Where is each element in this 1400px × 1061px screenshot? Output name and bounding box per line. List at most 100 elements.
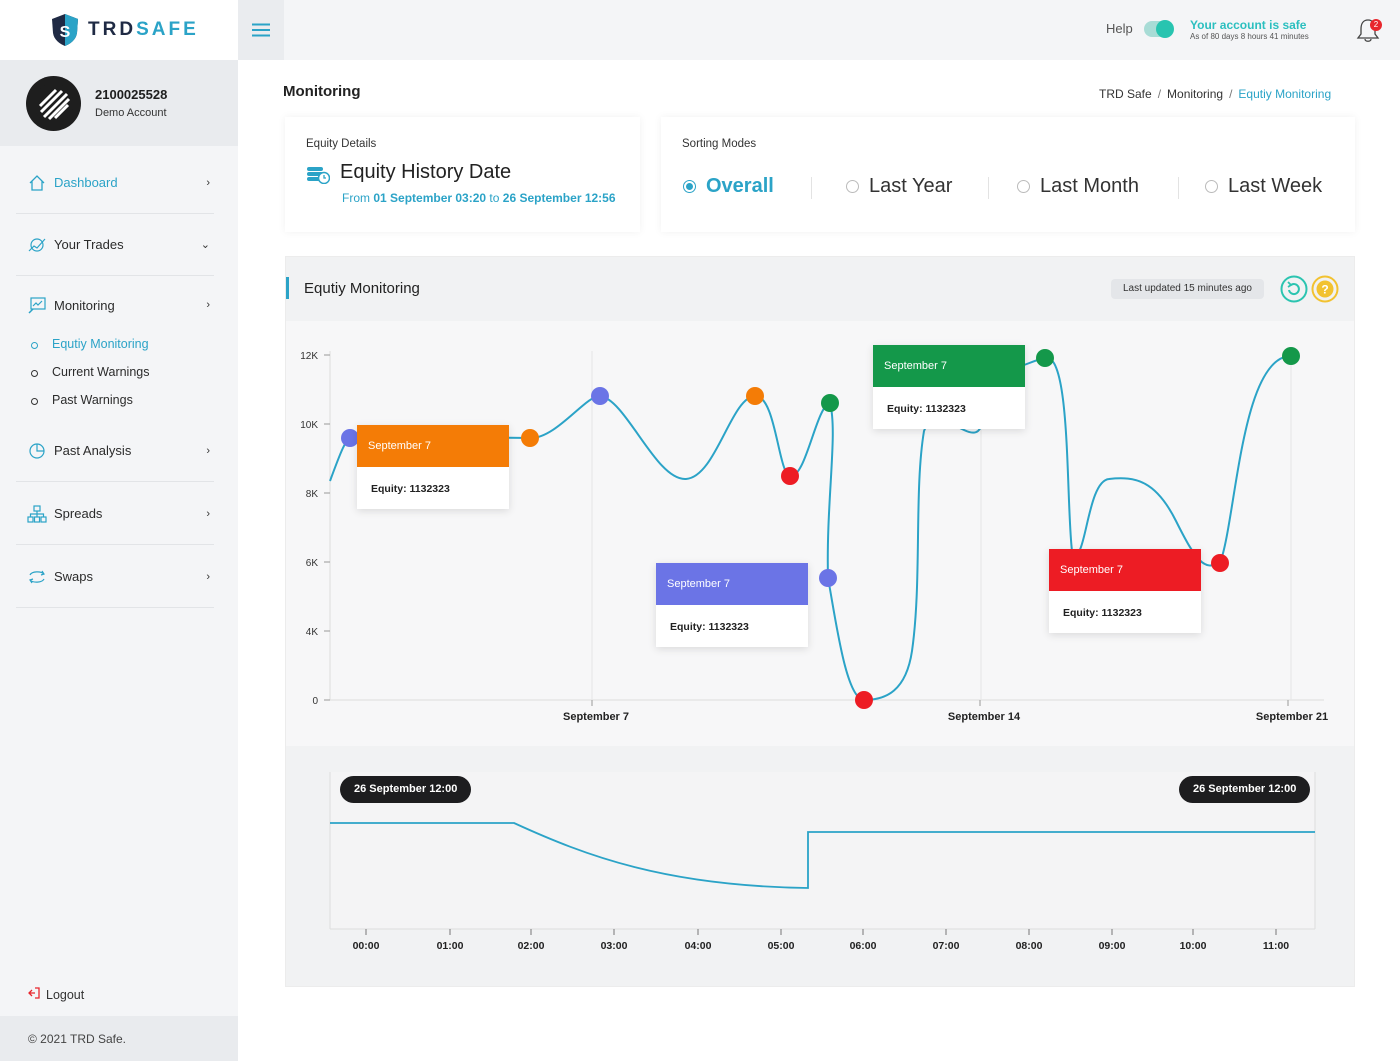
sidebar-item-label: Past Analysis	[54, 443, 132, 458]
tooltip-body: Equity: 1132323	[887, 403, 966, 415]
data-point-marker[interactable]	[1036, 349, 1054, 367]
tooltip-title: September 7	[873, 345, 1025, 387]
equity-history-title: Equity History Date	[340, 161, 512, 183]
analysis-icon	[26, 440, 48, 462]
help-toggle[interactable]	[1144, 20, 1174, 38]
chevron-right-icon: ›	[206, 507, 210, 520]
sidebar-subitem-current-warnings[interactable]: Current Warnings	[31, 365, 150, 379]
tooltip-title: September 7	[1049, 549, 1201, 591]
trades-icon	[26, 234, 48, 256]
x-tick-label: 03:00	[601, 940, 628, 952]
tooltip-body: Equity: 1132323	[1063, 607, 1142, 619]
equity-details-label: Equity Details	[306, 138, 377, 150]
equity-line	[329, 355, 1292, 702]
divider	[988, 177, 989, 199]
sidebar-item-label: Your Trades	[54, 237, 124, 252]
avatar	[26, 75, 81, 131]
brand-name-part2: SAFE	[136, 19, 199, 40]
help-button[interactable]: ?	[1311, 275, 1339, 303]
data-point-marker[interactable]	[746, 387, 764, 405]
chart-tooltip-red: September 7 Equity: 1132323	[1049, 549, 1201, 633]
y-tick-label: 8K	[306, 489, 319, 500]
from-word: From	[342, 191, 370, 205]
logo[interactable]: S TRDSAFE	[0, 0, 238, 60]
chevron-right-icon: ›	[206, 444, 210, 457]
chevron-down-icon: ⌄	[200, 239, 210, 251]
sort-option-label: Last Year	[869, 175, 953, 197]
x-tick-label: September 7	[563, 711, 629, 723]
data-point-marker[interactable]	[781, 467, 799, 485]
data-point-marker[interactable]	[1282, 347, 1300, 365]
divider	[1178, 177, 1179, 199]
x-tick-label: 02:00	[518, 940, 545, 952]
chevron-right-icon: ›	[206, 570, 210, 583]
sort-option-last-month[interactable]: Last Month	[1017, 175, 1139, 198]
x-tick-label: 11:00	[1263, 940, 1289, 952]
sidebar-item-dashboard[interactable]: Dashboard ›	[16, 152, 214, 214]
y-tick-label: 10K	[300, 420, 318, 431]
breadcrumb-current: Equtiy Monitoring	[1238, 87, 1332, 101]
x-tick-label: 05:00	[768, 940, 795, 952]
sidebar-subitem-past-warnings[interactable]: Past Warnings	[31, 393, 133, 407]
range-end-handle[interactable]: 26 September 12:00	[1179, 776, 1311, 803]
chevron-right-icon: ›	[206, 299, 210, 311]
question-icon: ?	[1311, 275, 1339, 303]
breadcrumb-item[interactable]: Monitoring	[1167, 87, 1224, 101]
equity-chart: 12K 10K 8K 6K 4K 0 September 7 September 14 Sep…	[286, 321, 1354, 746]
date-to: 26 September 12:56	[502, 191, 616, 205]
range-chart-svg: 00:00 01:00 02:00 03:00 04:00 05:00 06:00 07:00…	[329, 772, 1316, 952]
sidebar-subitem-equity-monitoring[interactable]: Equtiy Monitoring	[31, 337, 149, 351]
data-point-marker[interactable]	[1211, 554, 1229, 572]
account-status-subtitle: As of 80 days 8 hours 41 minutes	[1190, 32, 1309, 41]
tooltip-title: September 7	[656, 563, 808, 605]
account-number: 2100025528	[95, 87, 168, 102]
sort-option-label: Last Month	[1040, 175, 1139, 197]
equity-monitoring-panel: Equtiy Monitoring Last updated 15 minute…	[285, 256, 1355, 987]
breadcrumb-item[interactable]: TRD Safe	[1099, 87, 1152, 101]
logout-icon	[28, 987, 40, 1002]
sort-option-label: Overall	[706, 175, 774, 197]
data-point-marker[interactable]	[821, 394, 839, 412]
sidebar-item-label: Swaps	[54, 569, 94, 584]
sidebar-item-monitoring[interactable]: Monitoring ›	[16, 274, 214, 336]
account-card[interactable]: 2100025528 Demo Account	[0, 60, 238, 146]
x-tick-label: 08:00	[1016, 940, 1043, 952]
panel-header: Equtiy Monitoring Last updated 15 minute…	[286, 257, 1354, 321]
sort-option-last-week[interactable]: Last Week	[1205, 175, 1322, 198]
spreads-icon	[26, 503, 48, 525]
radio-icon	[1205, 180, 1218, 193]
sidebar-item-spreads[interactable]: Spreads ›	[16, 483, 214, 545]
refresh-icon	[1280, 275, 1308, 303]
sidebar-item-swaps[interactable]: Swaps ›	[16, 546, 214, 608]
notifications-button[interactable]: 2	[1356, 16, 1384, 46]
accent-bar	[286, 277, 289, 299]
sort-option-overall[interactable]: Overall	[683, 175, 774, 198]
radio-selected-icon	[683, 180, 696, 193]
x-tick-label: 07:00	[933, 940, 960, 952]
range-start-handle[interactable]: 26 September 12:00	[340, 776, 472, 803]
sidebar-item-past-analysis[interactable]: Past Analysis ›	[16, 420, 214, 482]
equity-details-card: Equity Details Equity History Date From …	[285, 117, 640, 232]
breadcrumb: TRD Safe / Monitoring / Equtiy Monitorin…	[1099, 87, 1331, 101]
data-point-marker[interactable]	[521, 429, 539, 447]
logout-label: Logout	[46, 987, 85, 1002]
range-line	[330, 822, 1315, 889]
data-point-marker[interactable]	[855, 691, 873, 709]
refresh-button[interactable]	[1280, 275, 1308, 303]
data-point-marker[interactable]	[819, 569, 837, 587]
x-tick-label: September 21	[1256, 711, 1328, 723]
equity-chart-svg: 12K 10K 8K 6K 4K 0 September 7 September 14 Sep…	[300, 347, 1328, 723]
logout-button[interactable]: Logout	[28, 987, 84, 1002]
sort-option-last-year[interactable]: Last Year	[846, 175, 952, 198]
x-tick-label: 04:00	[685, 940, 712, 952]
x-tick-label: 10:00	[1180, 940, 1207, 952]
menu-toggle-button[interactable]	[238, 0, 284, 60]
account-type: Demo Account	[95, 107, 167, 119]
home-icon	[26, 172, 48, 194]
data-point-marker[interactable]	[591, 387, 609, 405]
data-point-marker[interactable]	[341, 429, 359, 447]
date-from: 01 September 03:20	[373, 191, 487, 205]
sidebar-item-your-trades[interactable]: Your Trades ⌄	[16, 214, 214, 276]
divider	[811, 177, 812, 199]
x-tick-label: 09:00	[1099, 940, 1126, 952]
